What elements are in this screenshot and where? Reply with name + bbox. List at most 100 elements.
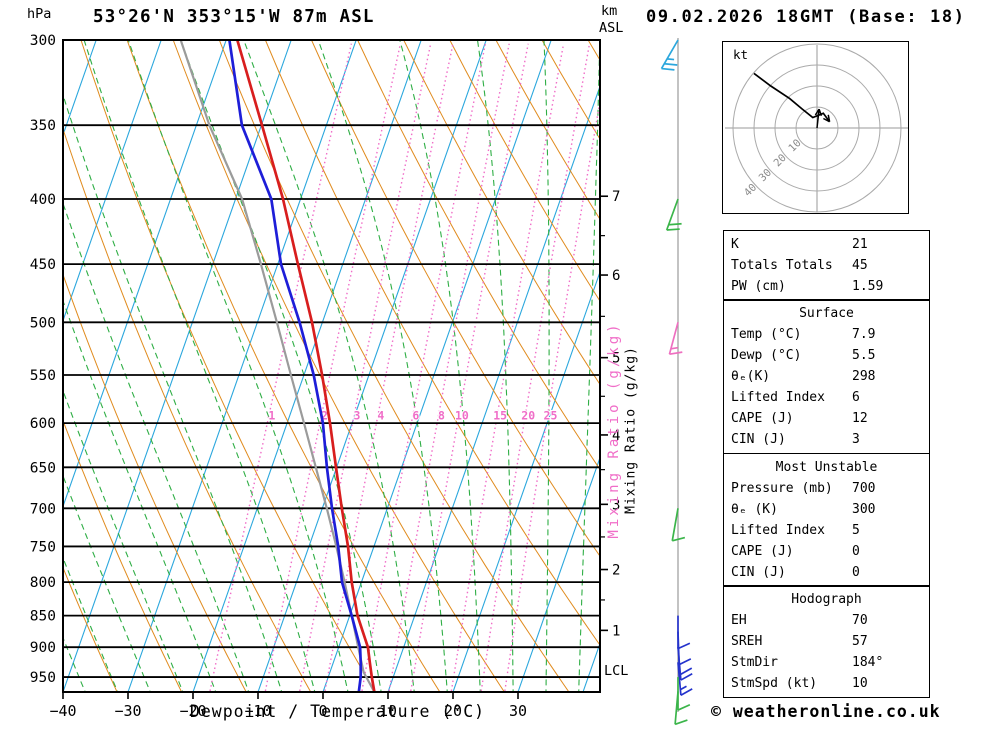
stat-row: CAPE (J) 0 <box>724 541 929 562</box>
hodograph-ring-label: 40 <box>742 182 759 199</box>
stat-value: 45 <box>852 258 868 273</box>
stat-value: 1.59 <box>852 279 884 294</box>
svg-text:−20: −20 <box>179 702 206 720</box>
stat-label: θₑ(K) <box>731 369 771 385</box>
svg-text:650: 650 <box>30 460 56 476</box>
mixing-ratio-axis-label-pink: Mixing Ratio (g/kg) <box>606 321 622 539</box>
hodograph-ring-label: 20 <box>771 152 788 169</box>
stat-row: Totals Totals 45 <box>724 255 929 276</box>
svg-text:10: 10 <box>455 409 469 423</box>
mixing-ratio-lines <box>209 43 600 692</box>
svg-text:4: 4 <box>377 409 384 423</box>
wind-barb <box>677 662 693 696</box>
svg-text:2: 2 <box>321 409 328 423</box>
wet-adiabats <box>63 40 600 692</box>
stat-label: PW (cm) <box>731 279 786 294</box>
wind-barb <box>671 508 686 542</box>
svg-text:−30: −30 <box>114 702 141 720</box>
stat-row: CIN (J) 3 <box>724 429 929 450</box>
stat-label: StmSpd (kt) <box>731 676 818 692</box>
svg-text:1: 1 <box>612 623 620 639</box>
wind-barb <box>677 647 693 681</box>
svg-text:550: 550 <box>30 368 56 384</box>
stat-row: θₑ(K) 298 <box>724 366 929 387</box>
svg-text:5: 5 <box>612 351 620 367</box>
hodograph-ring-label: 30 <box>757 167 774 184</box>
temp-axis: −40 −30 −20 −10 0 10 20 30 <box>49 692 527 720</box>
stat-value: 5 <box>852 522 860 538</box>
isotherms <box>63 40 600 692</box>
temperature-curve <box>235 40 376 692</box>
svg-text:300: 300 <box>30 33 56 49</box>
stat-row: K 21 <box>724 234 929 255</box>
svg-text:20: 20 <box>521 409 535 423</box>
stat-label: Pressure (mb) <box>731 480 833 496</box>
stat-label: CIN (J) <box>731 432 786 448</box>
stat-value: 7.9 <box>852 327 876 343</box>
svg-text:800: 800 <box>30 575 56 591</box>
stat-value: 0 <box>852 564 860 580</box>
svg-text:6: 6 <box>612 268 620 284</box>
stat-value: 21 <box>852 237 868 252</box>
km-axis: 1 2 3 4 5 6 7 LCL <box>600 189 628 679</box>
station-title: 53°26'N 353°15'W 87m ASL <box>93 7 375 27</box>
stats-table: K 21 Totals Totals 45 PW (cm) 1.59 Surface Temp… <box>723 230 930 699</box>
stat-row: Temp (°C) 7.9 <box>724 324 929 345</box>
stat-label: CAPE (J) <box>731 411 794 427</box>
svg-text:350: 350 <box>30 118 56 134</box>
svg-text:450: 450 <box>30 257 56 273</box>
svg-text:3: 3 <box>612 497 620 513</box>
wind-barbs <box>660 38 693 726</box>
svg-text:400: 400 <box>30 192 56 208</box>
stat-label: StmDir <box>731 655 778 671</box>
stat-label: K <box>731 237 739 252</box>
svg-text:950: 950 <box>30 670 56 686</box>
altitude-axis-unit-km: km <box>601 3 618 19</box>
stat-label: Totals Totals <box>731 258 833 273</box>
stat-row: Dewp (°C) 5.5 <box>724 345 929 366</box>
stat-value: 6 <box>852 390 860 406</box>
stat-row: θₑ (K) 300 <box>724 499 929 520</box>
svg-text:900: 900 <box>30 640 56 656</box>
stats-section-header: Surface <box>799 306 854 322</box>
x-axis-title: Dewpoint / Temperature (°C) <box>189 702 486 721</box>
stat-row: CIN (J) 0 <box>724 562 929 583</box>
svg-text:−10: −10 <box>244 702 271 720</box>
hodograph-trace <box>753 72 831 123</box>
dry-adiabats <box>63 40 600 692</box>
stat-label: Lifted Index <box>731 522 825 538</box>
stat-value: 70 <box>852 613 868 629</box>
stat-row: CAPE (J) 12 <box>724 408 929 429</box>
datetime-title: 09.02.2026 18GMT (Base: 18) <box>646 7 966 27</box>
pressure-axis-unit: hPa <box>27 6 52 22</box>
stats-section: Hodograph EH 70 SREH 57 StmDir 184° StmSpd (kt)… <box>723 585 930 699</box>
stat-row: Lifted Index 6 <box>724 387 929 408</box>
stat-value: 12 <box>852 411 868 427</box>
stat-value: 298 <box>852 369 876 385</box>
mixing-ratio-axis-label: Mixing Ratio (g/kg) <box>623 346 639 514</box>
sounding-curves <box>179 40 376 692</box>
stat-value: 700 <box>852 480 876 496</box>
svg-text:8: 8 <box>438 409 445 423</box>
svg-text:7: 7 <box>612 189 620 205</box>
svg-text:600: 600 <box>30 416 56 432</box>
svg-text:2: 2 <box>612 563 620 579</box>
stat-value: 57 <box>852 634 868 650</box>
dewpoint-curve <box>228 40 363 692</box>
chart-frame <box>62 39 601 693</box>
svg-text:500: 500 <box>30 315 56 331</box>
copyright: © weatheronline.co.uk <box>711 702 941 721</box>
stat-row: SREH 57 <box>724 631 929 652</box>
stat-row: Lifted Index 5 <box>724 520 929 541</box>
stats-section: Most Unstable Pressure (mb) 700 θₑ (K) 300 Li… <box>723 452 930 587</box>
stats-section: K 21 Totals Totals 45 PW (cm) 1.59 <box>723 230 930 301</box>
hodograph-unit-label: kt <box>733 47 748 62</box>
svg-text:0: 0 <box>318 702 327 720</box>
stats-section: Surface Temp (°C) 7.9 Dewp (°C) 5.5 θₑ(K) 298 L… <box>723 299 930 455</box>
altitude-axis-unit-asl: ASL <box>599 20 624 36</box>
svg-text:25: 25 <box>544 409 558 423</box>
svg-text:10: 10 <box>379 702 397 720</box>
svg-text:3: 3 <box>353 409 360 423</box>
stat-value: 5.5 <box>852 348 876 364</box>
